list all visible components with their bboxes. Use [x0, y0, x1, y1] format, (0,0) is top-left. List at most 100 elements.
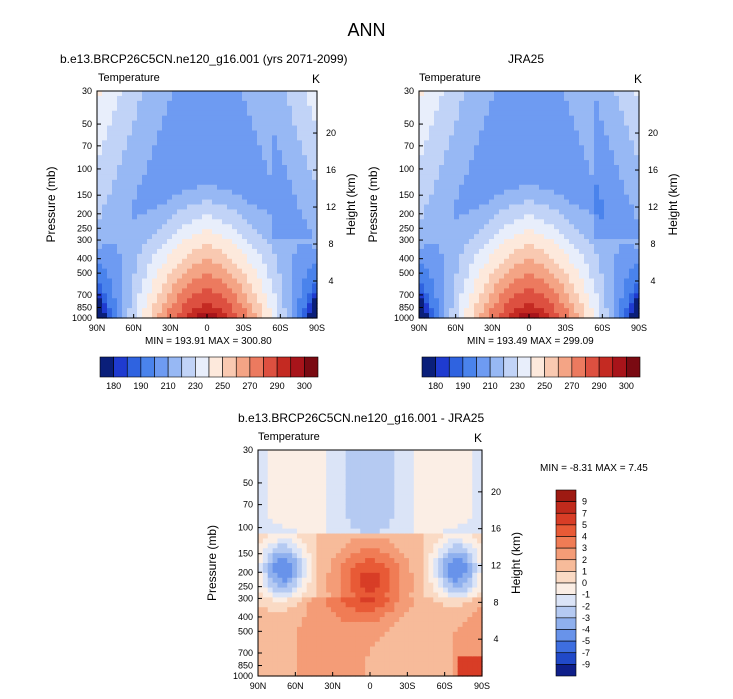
panel2-cell: [449, 288, 455, 294]
panel3-cell: [296, 671, 303, 677]
panel1-cell: [212, 219, 218, 225]
panel2-cell: [519, 95, 525, 102]
panel1-cell: [232, 288, 238, 294]
panel2-cell: [474, 308, 480, 314]
panel2-cell: [489, 160, 495, 166]
panel2-cell: [454, 303, 460, 309]
panel3-cell: [340, 489, 347, 495]
panel2-cell: [494, 184, 500, 191]
panel2-cell: [474, 219, 480, 225]
panel1-cell: [137, 243, 143, 250]
panel2-cell: [604, 160, 610, 166]
panel1-cell: [102, 194, 108, 201]
panel3-cell: [296, 621, 303, 628]
panel1-cell: [257, 298, 263, 304]
panel1-cell: [287, 125, 293, 132]
panel2-cell: [619, 160, 625, 166]
panel1-cell: [102, 288, 108, 294]
panel2-cell: [569, 209, 575, 215]
panel3-cell: [306, 656, 313, 662]
panel3-cell: [277, 558, 283, 564]
panel3-cell: [262, 450, 269, 456]
panel1-cell: [257, 115, 263, 122]
panel1-cell: [272, 100, 278, 107]
panel2-cell: [504, 150, 510, 156]
panel1-cell: [102, 135, 108, 141]
panel1-cell: [102, 174, 108, 181]
panel1-cell: [197, 199, 203, 206]
panel1-cell: [97, 243, 103, 250]
panel1-cell: [132, 219, 138, 225]
panel2-cell: [434, 155, 440, 161]
panel1-cell: [97, 258, 103, 265]
panel3-cell: [345, 538, 352, 544]
panel2-cell: [614, 169, 620, 176]
panel2-cell: [429, 253, 435, 260]
panel2-cell: [459, 125, 465, 132]
panel3-cell: [350, 538, 356, 544]
panel1-cell: [247, 179, 253, 186]
panel2-cell: [519, 209, 525, 215]
panel1-cell: [137, 298, 143, 304]
panel3-cell: [311, 587, 318, 594]
panel1-cell: [272, 115, 278, 122]
panel1-cell: [147, 219, 153, 225]
panel2-cell: [419, 155, 425, 161]
panel1-cell: [217, 140, 223, 146]
panel2-cell: [514, 239, 520, 245]
panel1-cell: [302, 135, 308, 141]
panel1-cell: [272, 120, 278, 127]
panel2-cell: [614, 268, 620, 275]
panel1-cell: [212, 313, 218, 319]
panel1-cell: [287, 313, 293, 319]
panel3-cell: [258, 479, 264, 485]
panel3-cell: [335, 450, 342, 456]
panel2-cell: [454, 160, 460, 166]
panel1-cell: [167, 214, 173, 220]
panel2-cell: [584, 243, 590, 250]
panel1-cell: [132, 268, 138, 275]
panel1-cell: [292, 174, 298, 181]
panel2-cell: [504, 160, 510, 166]
panel1-cell: [137, 160, 143, 166]
panel2-cell: [599, 308, 605, 314]
panel2-cell: [499, 253, 505, 260]
panel2-cell: [444, 268, 450, 275]
panel1-cell: [207, 110, 213, 117]
panel1-cell: [302, 214, 308, 220]
panel2-cell: [614, 199, 620, 206]
panel2-cell: [439, 298, 445, 304]
panel1-cell: [117, 150, 123, 156]
panel1-cell: [137, 278, 143, 285]
panel1-cell: [307, 110, 313, 117]
panel1-cell: [172, 155, 178, 161]
panel2-cell: [544, 189, 550, 196]
panel2-cell: [544, 298, 550, 304]
panel2-cell: [424, 209, 430, 215]
panel3-cell: [350, 577, 356, 584]
panel1-cell: [232, 214, 238, 220]
panel3-cell: [311, 494, 318, 500]
panel1-cell: [197, 268, 203, 275]
panel3-cell: [321, 518, 327, 525]
panel1-cell: [142, 165, 148, 171]
panel1-cell: [152, 120, 158, 127]
panel2-cell: [614, 110, 620, 117]
panel2-cell: [479, 263, 485, 270]
panel1-cell: [192, 165, 198, 171]
panel2-cell: [534, 258, 540, 265]
panel1-cell: [112, 293, 118, 299]
panel1-cell: [107, 234, 113, 240]
panel3-cell: [292, 641, 298, 648]
panel2-cell: [619, 278, 625, 285]
panel2-cell: [499, 120, 505, 127]
panel1-cell: [252, 303, 258, 309]
panel1-cell: [212, 135, 218, 141]
panel1-cell: [192, 263, 198, 270]
panel1-cell: [187, 219, 193, 225]
panel3-cell: [331, 548, 337, 554]
panel1-cell: [172, 115, 178, 122]
panel2-cell: [439, 229, 445, 235]
panel1-cell: [182, 184, 188, 191]
panel1-cell: [307, 169, 313, 176]
